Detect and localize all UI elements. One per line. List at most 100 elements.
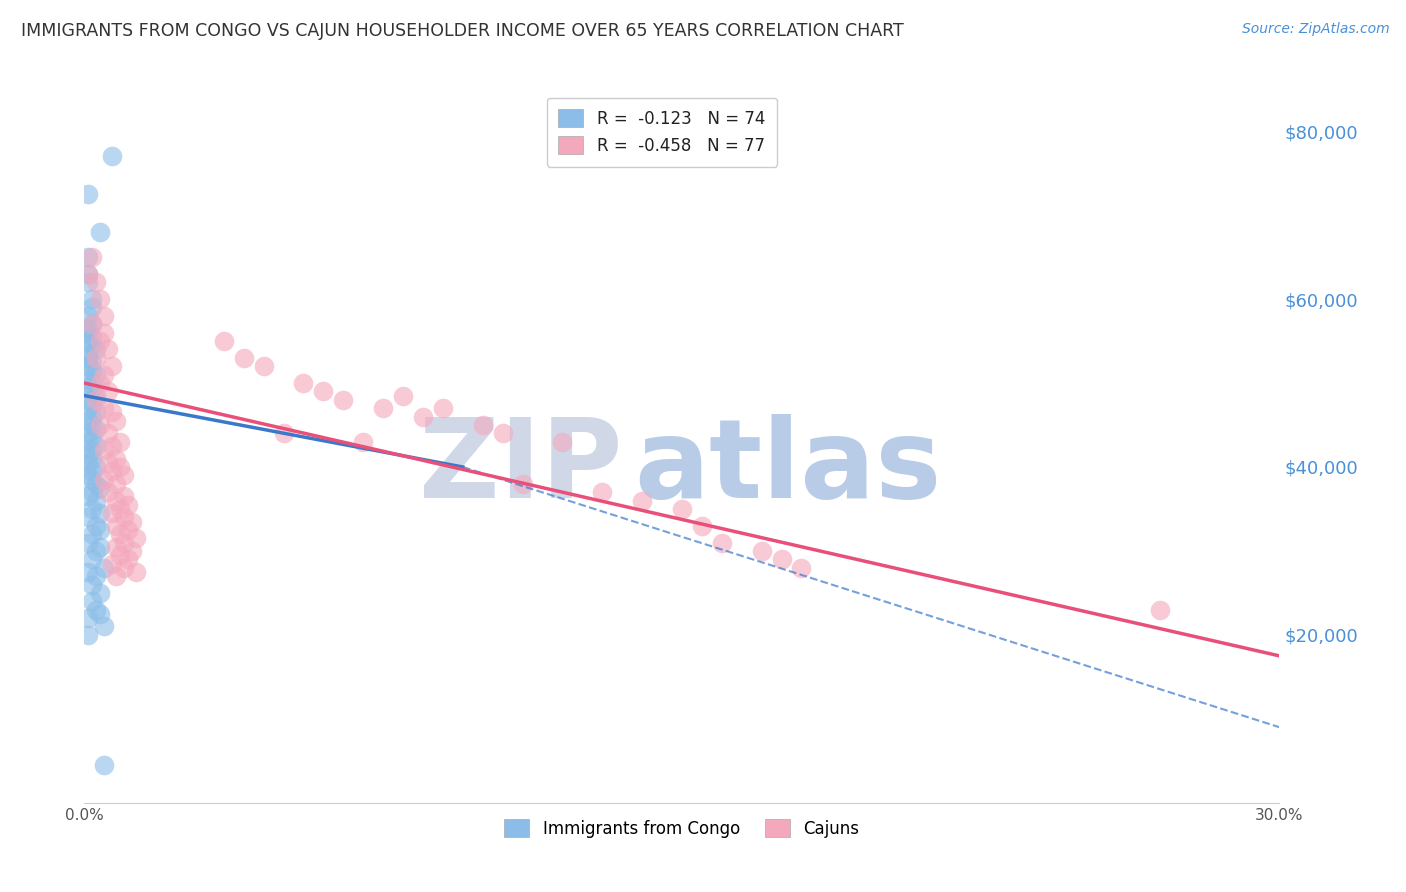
Text: Source: ZipAtlas.com: Source: ZipAtlas.com (1241, 22, 1389, 37)
Point (332, 392, 354, 407)
Point (77, 250, 100, 264)
Point (77, 380, 100, 394)
Point (112, 489, 135, 503)
Point (77, 351, 100, 365)
Point (110, 434, 132, 449)
Point (101, 439, 124, 453)
Point (101, 405, 124, 419)
Point (292, 376, 315, 390)
Point (86, 405, 108, 419)
Point (432, 401, 454, 416)
Point (492, 426, 515, 441)
Point (82, 301, 104, 315)
Point (77, 275, 100, 289)
Point (77, 414, 100, 428)
Point (89, 376, 111, 390)
Point (690, 518, 713, 533)
Point (89, 481, 111, 495)
Point (77, 392, 100, 407)
Point (1149, 603, 1171, 617)
Point (77, 321, 100, 335)
Point (86, 569, 108, 583)
Point (112, 510, 135, 524)
Point (89, 417, 111, 432)
Point (89, 334, 111, 348)
Point (97, 343, 120, 357)
Point (89, 607, 111, 621)
Point (86, 493, 108, 508)
Point (89, 506, 111, 520)
Point (77, 359, 100, 374)
Point (117, 523, 139, 537)
Point (77, 334, 100, 348)
Point (86, 518, 108, 533)
Point (77, 401, 100, 416)
Point (312, 384, 335, 399)
Point (77, 372, 100, 386)
Point (77, 510, 100, 524)
Point (82, 464, 104, 478)
Point (86, 603, 108, 617)
Point (89, 523, 111, 537)
Point (93, 758, 115, 772)
Point (86, 351, 108, 365)
Text: ZIP: ZIP (419, 414, 623, 521)
Point (253, 359, 276, 374)
Point (392, 389, 415, 403)
Point (77, 434, 100, 449)
Point (77, 326, 100, 340)
Point (82, 473, 104, 487)
Point (89, 292, 111, 306)
Point (82, 250, 104, 264)
Point (82, 384, 104, 399)
Point (105, 493, 128, 508)
Point (86, 439, 108, 453)
Point (93, 443, 115, 458)
Point (105, 476, 128, 491)
Point (77, 535, 100, 549)
Point (471, 417, 494, 432)
Point (82, 527, 104, 541)
Point (105, 518, 128, 533)
Point (110, 460, 132, 475)
Text: atlas: atlas (634, 414, 942, 521)
Point (101, 506, 124, 520)
Point (352, 434, 374, 449)
Point (86, 476, 108, 491)
Point (86, 544, 108, 558)
Point (97, 456, 120, 470)
Point (82, 594, 104, 608)
Point (125, 565, 148, 579)
Point (86, 460, 108, 475)
Point (101, 359, 124, 374)
Point (551, 434, 574, 449)
Point (86, 389, 108, 403)
Point (97, 485, 120, 500)
Point (101, 557, 124, 571)
Point (671, 502, 693, 516)
Point (93, 401, 115, 416)
Point (101, 464, 124, 478)
Point (591, 485, 613, 500)
Point (82, 318, 104, 332)
Point (93, 473, 115, 487)
Point (125, 532, 148, 546)
Point (89, 586, 111, 600)
Point (77, 346, 100, 360)
Point (86, 368, 108, 382)
Point (86, 392, 108, 407)
Text: IMMIGRANTS FROM CONGO VS CAJUN HOUSEHOLDER INCOME OVER 65 YEARS CORRELATION CHAR: IMMIGRANTS FROM CONGO VS CAJUN HOUSEHOLD… (21, 22, 904, 40)
Point (770, 552, 793, 566)
Point (77, 468, 100, 483)
Point (105, 569, 128, 583)
Point (110, 502, 132, 516)
Point (412, 409, 434, 424)
Point (82, 451, 104, 466)
Point (77, 447, 100, 461)
Point (77, 187, 100, 202)
Point (82, 502, 104, 516)
Point (77, 565, 100, 579)
Legend: Immigrants from Congo, Cajuns: Immigrants from Congo, Cajuns (498, 813, 866, 845)
Point (82, 443, 104, 458)
Point (512, 476, 534, 491)
